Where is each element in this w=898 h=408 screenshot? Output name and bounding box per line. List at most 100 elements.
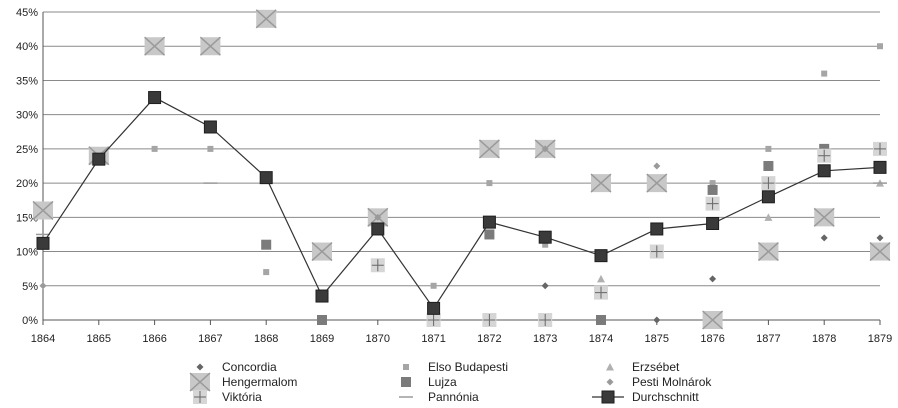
data-point bbox=[596, 315, 606, 325]
data-point bbox=[538, 230, 552, 244]
data-point bbox=[144, 36, 166, 56]
data-point bbox=[709, 275, 717, 283]
data-point bbox=[151, 145, 158, 152]
legend-swatch bbox=[196, 363, 204, 371]
data-point bbox=[203, 120, 217, 134]
data-point bbox=[261, 239, 272, 250]
data-point bbox=[653, 316, 661, 324]
axes bbox=[42, 12, 881, 325]
legend-item: Hengermalom bbox=[189, 372, 297, 392]
legend-label: Viktória bbox=[222, 390, 262, 404]
legend-item: Durchschnitt bbox=[592, 390, 699, 404]
legend-item: Pesti Molnárok bbox=[606, 375, 712, 389]
data-point bbox=[486, 180, 493, 187]
data-point bbox=[311, 241, 333, 262]
data-point bbox=[478, 139, 500, 159]
x-tick-label: 1878 bbox=[812, 333, 836, 345]
data-point bbox=[92, 152, 106, 166]
legend-item: Erzsébet bbox=[606, 360, 680, 374]
series-erzsebet bbox=[597, 179, 884, 283]
data-point bbox=[877, 43, 883, 50]
data-point bbox=[482, 215, 496, 229]
y-tick-label: 30% bbox=[16, 110, 38, 122]
data-point bbox=[430, 282, 437, 289]
data-point bbox=[761, 176, 776, 191]
data-point bbox=[597, 274, 605, 283]
x-tick-label: 1864 bbox=[31, 333, 55, 345]
x-tick-label: 1876 bbox=[700, 333, 724, 345]
data-point bbox=[263, 269, 270, 276]
x-tick-label: 1879 bbox=[868, 333, 892, 345]
x-tick-label: 1877 bbox=[756, 333, 780, 345]
data-point bbox=[594, 249, 608, 263]
series-durchschnitt bbox=[36, 91, 887, 315]
data-point bbox=[594, 285, 608, 300]
data-point bbox=[32, 200, 54, 221]
x-tick-label: 1871 bbox=[421, 333, 445, 345]
data-point bbox=[873, 160, 887, 174]
y-tick-label: 40% bbox=[16, 41, 38, 53]
data-point bbox=[370, 258, 385, 273]
x-tick-label: 1865 bbox=[87, 333, 111, 345]
data-point bbox=[706, 216, 720, 230]
data-point bbox=[813, 207, 835, 227]
legend-swatch bbox=[606, 378, 614, 386]
data-point bbox=[371, 222, 385, 236]
data-point bbox=[764, 213, 773, 221]
y-tick-label: 0% bbox=[22, 315, 38, 327]
data-point bbox=[148, 91, 162, 105]
series-concordia bbox=[541, 234, 884, 324]
series-viktoria bbox=[370, 141, 887, 327]
series-line bbox=[42, 96, 881, 310]
data-point bbox=[763, 161, 774, 171]
data-point bbox=[482, 313, 497, 327]
data-point bbox=[538, 313, 553, 327]
legend-swatch bbox=[403, 364, 409, 370]
y-tick-label: 25% bbox=[16, 144, 38, 156]
x-tick-label: 1869 bbox=[310, 333, 334, 345]
data-point bbox=[199, 36, 221, 56]
data-point bbox=[821, 70, 828, 77]
data-point bbox=[259, 171, 273, 185]
legend: Concordia Elso Budapesti Erzsébet Hengermal… bbox=[189, 360, 712, 404]
data-point bbox=[765, 145, 772, 152]
legend-swatch bbox=[189, 372, 211, 392]
series-pesti-molnarok bbox=[39, 145, 661, 290]
data-point bbox=[255, 9, 277, 29]
y-tick-label: 10% bbox=[16, 247, 38, 259]
y-tick-label: 20% bbox=[16, 178, 38, 190]
legend-label: Lujza bbox=[428, 375, 457, 389]
x-tick-label: 1867 bbox=[198, 333, 222, 345]
data-point bbox=[207, 145, 214, 152]
y-tick-labels: 0% 5% 10% 15% 20% 25% 30% 35% 40% 45% bbox=[16, 7, 38, 327]
series-pannonia bbox=[36, 182, 887, 236]
data-point bbox=[873, 141, 887, 156]
y-tick-label: 5% bbox=[22, 281, 38, 293]
series-hengermalom bbox=[32, 9, 891, 330]
data-point bbox=[869, 241, 891, 262]
data-marks bbox=[32, 9, 891, 330]
x-tick-label: 1875 bbox=[645, 333, 669, 345]
data-point bbox=[649, 244, 664, 259]
legend-label: Erzsébet bbox=[632, 360, 680, 374]
legend-label: Pannónia bbox=[428, 390, 479, 404]
data-point bbox=[39, 282, 47, 290]
legend-item: Pannónia bbox=[399, 390, 479, 404]
data-point bbox=[820, 234, 828, 242]
x-tick-label: 1870 bbox=[366, 333, 390, 345]
y-tick-label: 45% bbox=[16, 7, 38, 19]
x-tick-label: 1866 bbox=[142, 333, 166, 345]
legend-item: Viktória bbox=[193, 390, 262, 404]
data-point bbox=[702, 310, 724, 330]
legend-label: Elso Budapesti bbox=[428, 360, 508, 374]
data-point bbox=[646, 173, 668, 193]
data-point bbox=[427, 301, 441, 315]
x-tick-label: 1873 bbox=[533, 333, 557, 345]
legend-swatch bbox=[606, 363, 614, 371]
data-point bbox=[36, 236, 50, 250]
grid bbox=[43, 11, 880, 287]
legend-swatch bbox=[601, 390, 615, 404]
data-point bbox=[542, 241, 549, 248]
data-point bbox=[315, 289, 329, 303]
